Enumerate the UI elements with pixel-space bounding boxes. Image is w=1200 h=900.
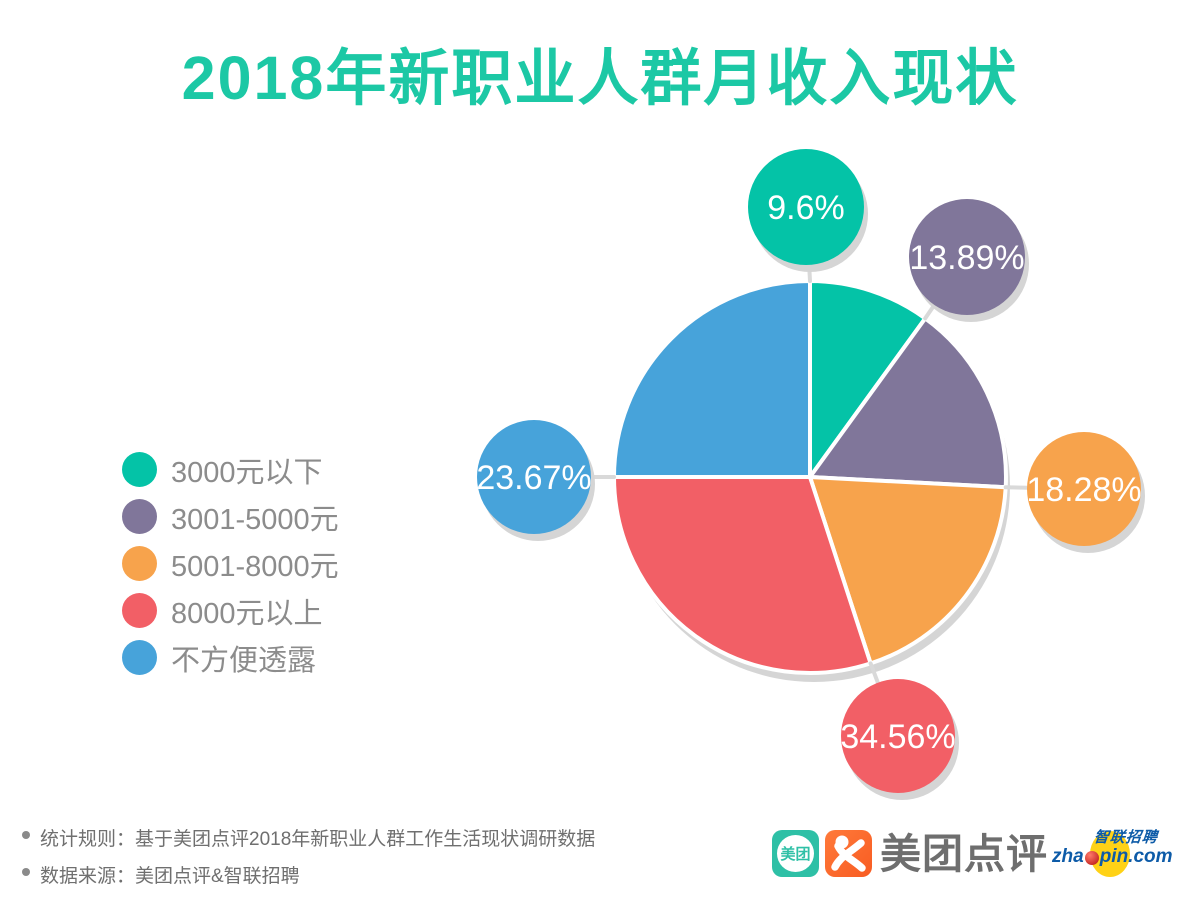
legend-label: 3001-5000元 bbox=[171, 503, 339, 536]
chart-legend: 3000元以下 3001-5000元 5001-8000元 8000元以上 不方… bbox=[122, 452, 339, 687]
value-bubble-1 bbox=[909, 199, 1025, 315]
footnote: 数据来源：美团点评&智联招聘 bbox=[22, 861, 595, 888]
bullet-icon bbox=[22, 868, 30, 876]
pie-segment-0 bbox=[808, 279, 928, 479]
legend-label: 8000元以上 bbox=[171, 597, 323, 630]
pie-segment-1 bbox=[808, 316, 1008, 490]
bubble-value-label: 23.67% bbox=[476, 459, 591, 497]
pie-segment-3 bbox=[612, 475, 873, 675]
legend-label: 不方便透露 bbox=[171, 644, 317, 677]
footnote-text: 数据来源：美团点评&智联招聘 bbox=[40, 866, 300, 887]
legend-label: 5001-8000元 bbox=[171, 550, 339, 583]
bubble-value-label: 13.89% bbox=[909, 239, 1024, 277]
legend-swatch-icon bbox=[122, 452, 157, 487]
page-title: 2018年新职业人群月收入现状 bbox=[181, 44, 1019, 112]
footnotes: 统计规则：基于美团点评2018年新职业人群工作生活现状调研数据 数据来源：美团点… bbox=[22, 824, 595, 898]
value-bubble-0 bbox=[748, 149, 864, 265]
footnote-text: 统计规则：基于美团点评2018年新职业人群工作生活现状调研数据 bbox=[40, 829, 596, 850]
legend-swatch-icon bbox=[122, 593, 157, 628]
legend-swatch-icon bbox=[122, 546, 157, 581]
pie-segment-2 bbox=[808, 475, 1008, 666]
legend-item: 不方便透露 bbox=[122, 640, 339, 677]
legend-item: 5001-8000元 bbox=[122, 546, 339, 583]
footnote: 统计规则：基于美团点评2018年新职业人群工作生活现状调研数据 bbox=[22, 824, 595, 851]
bubble-value-label: 34.56% bbox=[840, 718, 955, 756]
bubble-value-label: 18.28% bbox=[1026, 471, 1141, 509]
value-bubble-4 bbox=[477, 420, 591, 534]
legend-swatch-icon bbox=[122, 499, 157, 534]
bullet-icon bbox=[22, 831, 30, 839]
legend-item: 3001-5000元 bbox=[122, 499, 339, 536]
value-bubble-3 bbox=[841, 679, 955, 793]
legend-label: 3000元以下 bbox=[171, 456, 323, 489]
legend-item: 3000元以下 bbox=[122, 452, 339, 489]
pie-segment-4 bbox=[612, 279, 812, 479]
legend-swatch-icon bbox=[122, 640, 157, 675]
bubble-value-label: 9.6% bbox=[767, 189, 845, 227]
value-bubble-2 bbox=[1027, 432, 1141, 546]
legend-item: 8000元以上 bbox=[122, 593, 339, 630]
